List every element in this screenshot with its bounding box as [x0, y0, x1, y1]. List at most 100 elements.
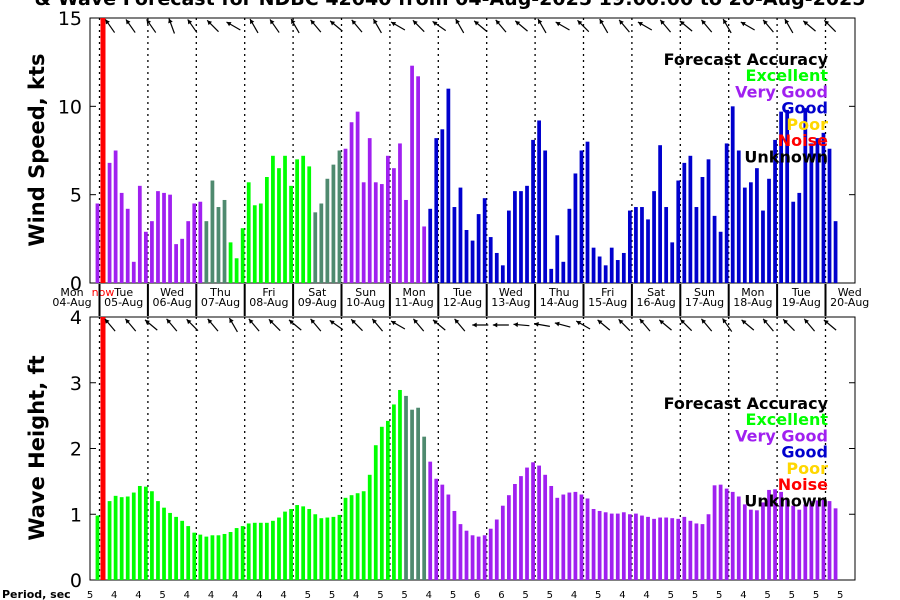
y-tick-label: 4	[70, 307, 82, 329]
period-value: 4	[353, 590, 359, 600]
bar	[791, 505, 796, 580]
bar	[670, 242, 675, 283]
direction-arrow	[372, 18, 382, 34]
bar	[252, 522, 257, 580]
direction-arrow	[290, 18, 300, 34]
bar	[385, 155, 390, 283]
direction-arrow	[390, 320, 406, 330]
direction-arrow	[722, 18, 732, 34]
bar	[428, 461, 433, 580]
bar	[258, 203, 263, 283]
day-date-label: 14-Aug	[540, 296, 579, 309]
bar	[609, 247, 614, 283]
bar	[742, 187, 747, 283]
bar	[373, 182, 378, 283]
bar	[319, 203, 324, 283]
bar	[440, 129, 445, 283]
arrow-head	[146, 19, 152, 25]
bar	[470, 240, 475, 283]
bar	[119, 192, 124, 283]
period-value: 5	[329, 590, 335, 600]
legend-item: Poor	[786, 115, 828, 134]
legend-item: Excellent	[746, 410, 829, 429]
direction-arrow	[658, 319, 672, 331]
period-value: 4	[111, 590, 117, 600]
period-value: 4	[135, 590, 141, 600]
direction-arrow	[740, 21, 755, 31]
arrow-head	[226, 22, 232, 27]
bar	[634, 207, 638, 283]
arrow-head	[268, 319, 274, 325]
bar	[821, 132, 826, 283]
bar	[531, 139, 535, 283]
period-value: 5	[692, 590, 698, 600]
bar	[525, 185, 529, 283]
bar	[537, 120, 541, 283]
bar	[585, 498, 590, 580]
y-tick-label: 0	[70, 273, 82, 295]
arrow-head	[660, 19, 665, 25]
bar	[458, 187, 463, 283]
bar	[591, 247, 596, 283]
bar	[186, 526, 191, 580]
direction-arrow	[784, 18, 794, 34]
direction-arrow	[513, 322, 530, 328]
bar	[168, 512, 172, 580]
bar	[567, 208, 572, 283]
bar	[785, 109, 790, 283]
bar	[803, 108, 808, 283]
bar	[119, 497, 124, 580]
bar	[652, 518, 656, 580]
bar	[410, 65, 414, 283]
direction-arrow	[104, 19, 116, 33]
period-value: 5	[87, 590, 93, 600]
period-value: 5	[813, 590, 819, 600]
legend-item: Very Good	[735, 426, 828, 445]
period-value: 4	[571, 590, 577, 600]
bar	[162, 192, 166, 283]
bar	[627, 514, 632, 580]
direction-arrow	[637, 21, 653, 31]
y-tick-label: 5	[70, 185, 82, 207]
bar	[446, 494, 451, 580]
bar	[404, 199, 408, 283]
bar	[519, 191, 523, 283]
arrow-head	[804, 318, 809, 324]
bar	[767, 178, 771, 283]
bar	[676, 518, 681, 580]
bar	[821, 499, 826, 580]
direction-arrow	[432, 319, 446, 331]
period-value: 6	[498, 590, 504, 600]
bar	[658, 517, 662, 580]
arrow-head	[310, 318, 316, 324]
bar	[597, 510, 602, 580]
day-date-label: 11-Aug	[394, 296, 433, 309]
bar	[755, 168, 759, 283]
bar	[464, 530, 469, 580]
bar	[355, 111, 360, 283]
bar	[416, 407, 420, 580]
bar	[646, 516, 650, 580]
direction-arrow	[187, 19, 198, 33]
direction-arrow	[124, 318, 137, 332]
bar	[706, 159, 711, 283]
bar	[422, 436, 427, 580]
bar	[555, 497, 560, 580]
bar	[561, 494, 566, 580]
arrow-head	[207, 20, 212, 26]
bar	[488, 237, 493, 283]
bar	[476, 214, 481, 283]
direction-arrow	[514, 20, 528, 32]
bar	[519, 476, 523, 580]
day-name-label: Tue	[791, 286, 811, 299]
bar	[827, 501, 832, 580]
direction-arrow	[166, 318, 178, 332]
bar	[712, 485, 717, 580]
bar	[107, 162, 112, 283]
bar	[125, 496, 130, 580]
bar	[289, 185, 293, 283]
legend-title: Forecast Accuracy	[664, 50, 829, 69]
bar	[331, 516, 336, 580]
bar	[500, 505, 505, 580]
